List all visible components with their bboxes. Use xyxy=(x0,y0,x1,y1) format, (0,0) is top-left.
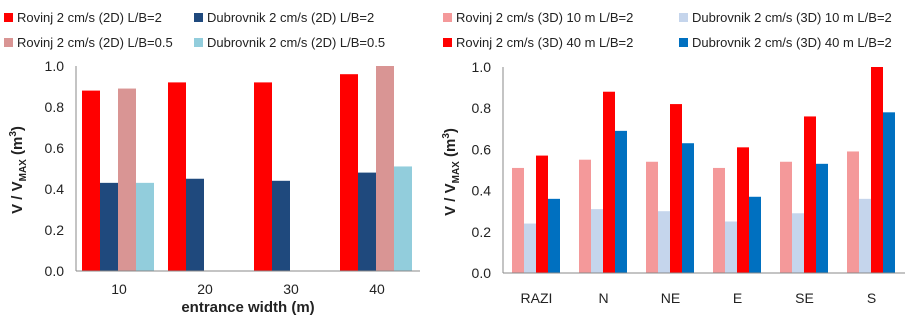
y-tick-labels-left: 0.0 0.2 0.4 0.6 0.8 1.0 xyxy=(45,58,65,279)
bar-right-E-s2 xyxy=(737,147,749,273)
legend-swatch-left-1 xyxy=(194,13,203,22)
y-tick-label: 0.4 xyxy=(45,181,65,197)
bar-right-E-s0 xyxy=(713,167,725,273)
bar-right-S-s0 xyxy=(847,151,859,273)
legend-label-right-2: Rovinj 2 cm/s (3D) 40 m L/B=2 xyxy=(456,35,633,50)
legend-swatch-left-0 xyxy=(4,13,13,22)
y-tick-label: 0.2 xyxy=(45,222,65,238)
bar-right-NE-s1 xyxy=(658,211,670,273)
bar-right-E-s3 xyxy=(749,196,761,273)
x-tick-label: 40 xyxy=(369,281,385,297)
bar-right-N-s0 xyxy=(579,159,591,273)
x-tick-label: RAZI xyxy=(521,290,553,306)
bar-right-N-s1 xyxy=(591,209,603,273)
bar-right-RAZI-s3 xyxy=(548,198,560,273)
legend-label-left-0: Rovinj 2 cm/s (2D) L/B=2 xyxy=(17,10,162,25)
legend-label-right-1: Dubrovnik 2 cm/s (3D) 10 m L/B=2 xyxy=(692,10,892,25)
bar-left-20-s0 xyxy=(168,82,186,272)
x-axis-title-left: entrance width (m) xyxy=(181,299,314,316)
y-axis-title-right: V / VMAX (m3) xyxy=(441,128,462,216)
y-tick-label: 0.2 xyxy=(472,224,492,240)
y-tick-label: 0.4 xyxy=(472,183,492,199)
bar-right-S-s1 xyxy=(859,198,871,273)
bar-right-N-s2 xyxy=(603,91,615,273)
bar-right-NE-s0 xyxy=(646,161,658,273)
x-tick-label: 30 xyxy=(283,281,299,297)
legend-label-left-3: Dubrovnik 2 cm/s (2D) L/B=0.5 xyxy=(207,35,385,50)
bars-right xyxy=(512,67,895,273)
bar-right-S-s2 xyxy=(871,67,883,273)
bar-right-N-s3 xyxy=(615,130,627,273)
bar-left-10-s3 xyxy=(136,182,154,271)
legend-swatch-left-3 xyxy=(194,38,203,47)
bar-right-SE-s3 xyxy=(816,163,828,273)
bar-left-10-s2 xyxy=(118,88,136,271)
bar-right-RAZI-s1 xyxy=(524,223,536,273)
bar-right-SE-s1 xyxy=(792,213,804,273)
x-tick-label: NE xyxy=(661,290,680,306)
bar-right-NE-s3 xyxy=(682,143,694,273)
bar-right-S-s3 xyxy=(883,112,895,273)
bar-right-SE-s0 xyxy=(780,161,792,273)
x-tick-label: N xyxy=(598,290,608,306)
x-tick-label: SE xyxy=(795,290,814,306)
y-tick-labels-right: 0.0 0.2 0.4 0.6 0.8 1.0 xyxy=(472,59,492,281)
x-tick-label: S xyxy=(867,290,876,306)
x-tick-label: E xyxy=(733,290,742,306)
x-tick-labels-right: RAZI N NE E SE S xyxy=(521,290,877,306)
legend-swatch-right-0 xyxy=(443,13,452,22)
bars-left xyxy=(82,66,412,272)
bar-right-E-s1 xyxy=(725,221,737,273)
bar-left-20-s1 xyxy=(186,178,204,271)
x-tick-labels-left: 10 20 30 40 xyxy=(111,281,385,297)
chart-left: Rovinj 2 cm/s (2D) L/B=2 Dubrovnik 2 cm/… xyxy=(4,10,420,316)
y-tick-label: 1.0 xyxy=(472,59,492,75)
legend-label-left-2: Rovinj 2 cm/s (2D) L/B=0.5 xyxy=(17,35,173,50)
y-tick-label: 1.0 xyxy=(45,58,65,74)
y-tick-label: 0.6 xyxy=(45,140,65,156)
y-tick-label: 0.8 xyxy=(472,100,492,116)
legend-right: Rovinj 2 cm/s (3D) 10 m L/B=2 Dubrovnik … xyxy=(443,10,892,50)
legend-swatch-left-2 xyxy=(4,38,13,47)
legend-swatch-right-3 xyxy=(679,38,688,47)
bar-left-30-s0 xyxy=(254,82,272,272)
x-tick-label: 20 xyxy=(197,281,213,297)
x-tick-label: 10 xyxy=(111,281,127,297)
legend-label-left-1: Dubrovnik 2 cm/s (2D) L/B=2 xyxy=(207,10,374,25)
bar-left-40-s1 xyxy=(358,172,376,271)
bar-left-10-s0 xyxy=(82,90,100,271)
legend-label-right-0: Rovinj 2 cm/s (3D) 10 m L/B=2 xyxy=(456,10,633,25)
y-tick-label: 0.0 xyxy=(45,263,65,279)
bar-right-SE-s2 xyxy=(804,116,816,273)
chart-right: Rovinj 2 cm/s (3D) 10 m L/B=2 Dubrovnik … xyxy=(441,10,905,306)
legend-swatch-right-2 xyxy=(443,38,452,47)
bar-left-40-s0 xyxy=(340,74,358,271)
bar-left-40-s2 xyxy=(376,66,394,271)
bar-right-NE-s2 xyxy=(670,104,682,273)
bar-left-30-s1 xyxy=(272,180,290,271)
bar-right-RAZI-s2 xyxy=(536,155,548,273)
y-tick-label: 0.6 xyxy=(472,141,492,157)
legend-left: Rovinj 2 cm/s (2D) L/B=2 Dubrovnik 2 cm/… xyxy=(4,10,385,50)
legend-label-right-3: Dubrovnik 2 cm/s (3D) 40 m L/B=2 xyxy=(692,35,892,50)
bar-right-RAZI-s0 xyxy=(512,167,524,273)
y-tick-label: 0.0 xyxy=(472,265,492,281)
bar-left-40-s3 xyxy=(394,166,412,271)
y-tick-label: 0.8 xyxy=(45,99,65,115)
legend-swatch-right-1 xyxy=(679,13,688,22)
y-axis-title-left: V / VMAX (m3) xyxy=(8,126,29,214)
bar-left-10-s1 xyxy=(100,182,118,271)
